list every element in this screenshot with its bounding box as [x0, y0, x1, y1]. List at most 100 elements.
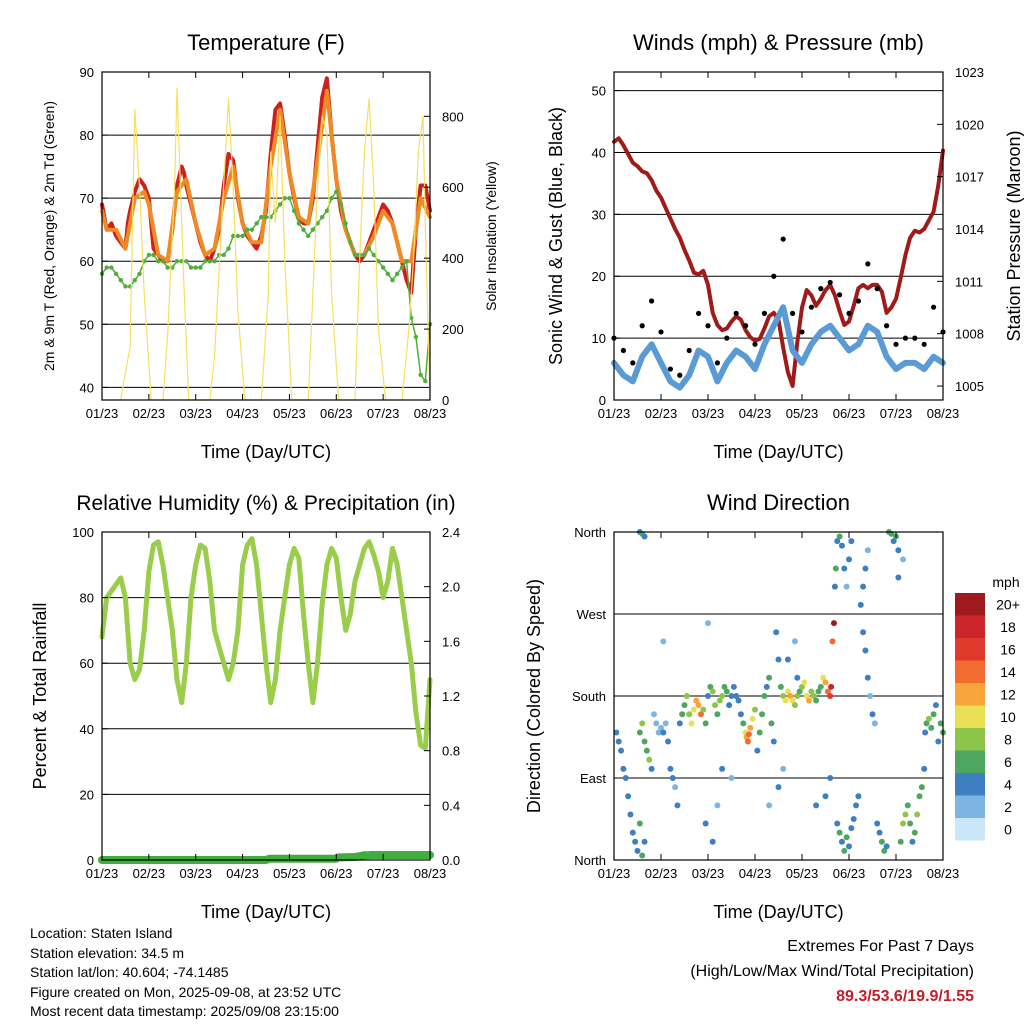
direction-point — [695, 702, 702, 709]
direction-point — [773, 629, 780, 636]
legend-label: 10 — [1000, 709, 1016, 725]
x-axis-label: Time (Day/UTC) — [713, 442, 843, 462]
speed-legend: mph 20+ 18 16 14 12 10 8 6 4 2 0 — [955, 574, 1020, 841]
legend-swatch — [955, 615, 985, 638]
chart-3: mph 20+ 18 16 14 12 10 8 6 4 2 0 — [613, 529, 1020, 861]
legend-label: 0 — [1004, 821, 1012, 837]
gust-point — [771, 273, 777, 279]
direction-point — [791, 702, 798, 709]
y-tick-label: 50 — [80, 317, 94, 332]
direction-point — [855, 793, 862, 800]
direction-point — [895, 574, 902, 581]
y-axis-label: Sonic Wind & Gust (Blue, Black) — [546, 107, 566, 365]
x-tick-label: 08/23 — [414, 406, 447, 421]
gust-point — [630, 360, 636, 366]
direction-point — [655, 729, 662, 736]
direction-point — [759, 711, 766, 718]
y-right-tick-label: 1011 — [955, 274, 983, 289]
direction-point — [690, 706, 697, 713]
gust-point — [705, 323, 711, 329]
direction-point — [707, 683, 714, 690]
direction-point — [803, 693, 810, 699]
direction-point — [719, 693, 726, 699]
extremes-box: Extremes For Past 7 Days (High/Low/Max W… — [690, 934, 974, 1009]
figure-created: Figure created on Mon, 2025-09-08, at 23… — [30, 983, 342, 1000]
gust-point — [931, 304, 937, 310]
direction-point — [834, 820, 841, 827]
direction-point — [857, 601, 864, 608]
gust-point — [677, 372, 683, 378]
direction-point — [829, 638, 836, 645]
direction-point — [895, 547, 902, 554]
y-tick-label: 0 — [599, 393, 606, 408]
y-right-tick-label: 1017 — [955, 170, 984, 185]
y-axis-label: 2m & 9m T (Red, Orange) & 2m Td (Green) — [41, 101, 57, 371]
gust-point — [696, 310, 702, 316]
direction-point — [841, 565, 848, 572]
direction-point — [681, 702, 688, 709]
direction-point — [890, 538, 897, 545]
direction-point — [928, 724, 935, 731]
chart-2 — [98, 531, 434, 864]
direction-point — [787, 693, 794, 699]
legend-swatch — [955, 683, 985, 706]
direction-point — [864, 547, 871, 554]
direction-point — [832, 565, 839, 572]
legend-swatch — [955, 750, 985, 773]
y-tick-label: 80 — [80, 591, 94, 606]
direction-point — [634, 847, 641, 854]
direction-point — [923, 720, 930, 727]
direction-point — [824, 688, 831, 695]
legend-title: mph — [992, 574, 1019, 590]
direction-point — [702, 820, 709, 827]
direction-point — [714, 802, 721, 809]
x-tick-label: 06/23 — [833, 866, 866, 881]
x-tick-label: 07/23 — [880, 866, 913, 881]
direction-point — [615, 738, 622, 745]
direction-point — [830, 620, 837, 627]
station-info: Location: Staten Island Station elevatio… — [30, 924, 341, 1022]
direction-point — [843, 583, 850, 590]
direction-point — [828, 683, 835, 690]
gust-point — [667, 366, 674, 372]
direction-point — [728, 775, 735, 781]
gust-point — [799, 329, 805, 335]
x-tick-label: 01/23 — [86, 406, 119, 421]
y-tick-label: North — [574, 525, 606, 540]
x-tick-label: 01/23 — [598, 406, 631, 421]
direction-point — [846, 843, 852, 850]
direction-point — [632, 838, 639, 845]
y-tick-label: 20 — [592, 269, 606, 284]
gust-point — [724, 335, 730, 341]
direction-point — [907, 820, 914, 827]
direction-point — [763, 683, 770, 690]
direction-point — [820, 674, 827, 681]
direction-point — [876, 829, 883, 836]
direction-point — [850, 816, 857, 822]
y-tick-label: 70 — [80, 191, 94, 206]
direction-point — [660, 729, 667, 736]
direction-point — [914, 811, 921, 818]
x-tick-label: 04/23 — [739, 866, 772, 881]
direction-point — [719, 765, 726, 772]
gust-point — [743, 323, 749, 329]
direction-point — [726, 702, 733, 709]
x-axis-label: Time (Day/UTC) — [201, 442, 331, 462]
y-right-tick-label: 600 — [442, 180, 464, 195]
y-tick-label: 40 — [80, 380, 94, 395]
direction-point — [822, 793, 829, 800]
gust-point — [921, 341, 927, 347]
y-tick-label: 40 — [80, 722, 94, 737]
y-tick-label: 0 — [87, 853, 94, 868]
direction-point — [860, 629, 867, 636]
legend-label: 12 — [1000, 686, 1016, 702]
direction-point — [874, 820, 881, 827]
direction-point — [799, 683, 805, 690]
x-tick-label: 07/23 — [880, 406, 913, 421]
x-tick-label: 02/23 — [645, 866, 678, 881]
direction-point — [665, 738, 672, 745]
gust-point — [865, 261, 871, 267]
y-right-tick-label: 1005 — [955, 379, 984, 394]
direction-point — [705, 620, 711, 627]
